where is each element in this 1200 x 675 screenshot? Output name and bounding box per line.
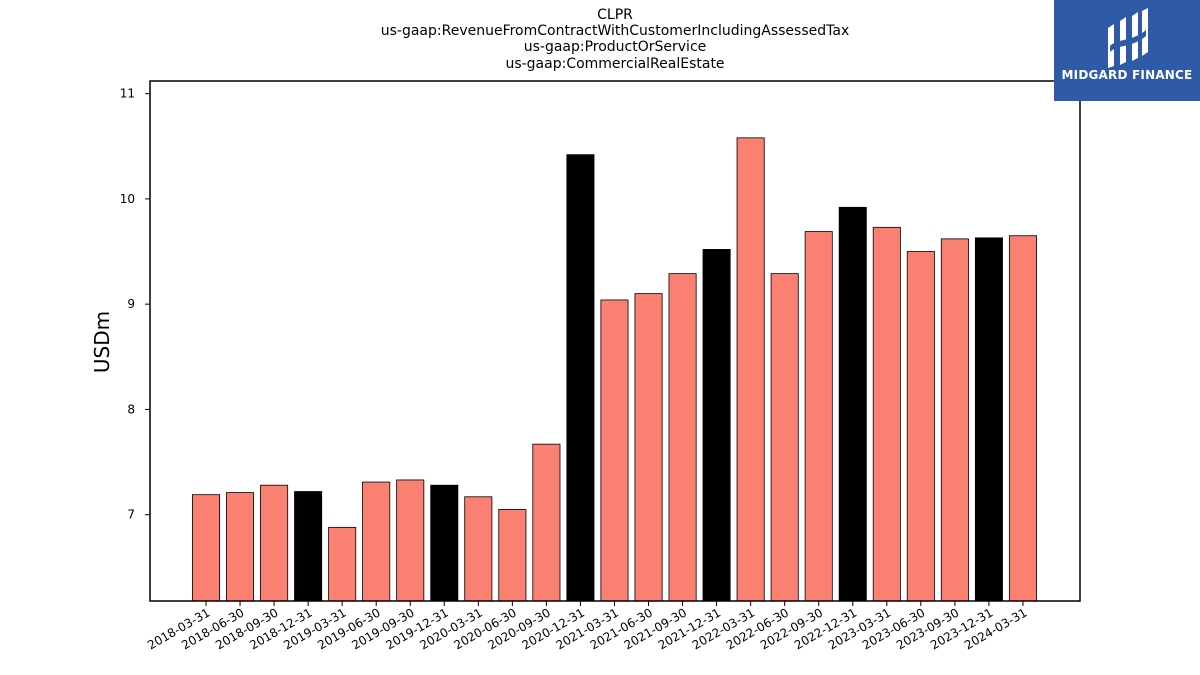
bars-group [191, 137, 1037, 602]
bar-2018-03-31 [191, 494, 220, 602]
brand-name: MIDGARD FINANCE [1061, 68, 1193, 82]
y-axis: 7 8 9 10 11 [120, 87, 150, 522]
x-axis: 2018-03-312018-06-302018-09-302018-12-31… [145, 601, 1029, 652]
plot-frame [149, 80, 1081, 602]
bar-2020-09-30 [532, 443, 561, 602]
y-tick-label: 9 [127, 297, 135, 311]
bar-2022-12-31 [838, 206, 867, 602]
bar-2021-06-30 [634, 293, 663, 602]
brand-logo: MIDGARD FINANCE [1054, 0, 1200, 101]
bar-2020-12-31 [566, 154, 595, 602]
y-tick-label: 11 [120, 87, 135, 101]
bar-2019-12-31 [430, 484, 459, 602]
bar-2023-09-30 [940, 238, 969, 602]
bar-2018-12-31 [294, 491, 323, 602]
chart-title-axis: us-gaap:ProductOrService [523, 39, 707, 55]
bar-2020-03-31 [464, 496, 493, 602]
midgard-logo-icon [1108, 8, 1148, 68]
bar-2019-06-30 [362, 481, 391, 602]
bar-2024-03-31 [1008, 235, 1037, 602]
bar-2023-12-31 [974, 237, 1003, 602]
bar-2020-06-30 [498, 509, 527, 602]
bar-2018-06-30 [226, 492, 255, 602]
bar-2022-06-30 [770, 273, 799, 602]
y-tick-label: 10 [120, 192, 135, 206]
bar-2023-06-30 [906, 251, 935, 602]
y-axis-label: USDm [90, 311, 114, 373]
bar-2022-03-31 [736, 137, 765, 602]
bar-2021-03-31 [600, 299, 629, 602]
y-tick-label: 8 [127, 402, 135, 416]
bar-2022-09-30 [804, 231, 833, 602]
bar-2021-09-30 [668, 273, 697, 602]
bar-2018-09-30 [260, 484, 289, 602]
chart-title-member: us-gaap:CommercialRealEstate [505, 56, 725, 72]
y-tick-label: 7 [127, 508, 135, 522]
chart-title-ticker: CLPR [597, 7, 633, 23]
bar-2023-03-31 [872, 226, 901, 602]
bar-2021-12-31 [702, 249, 731, 602]
chart-title-concept: us-gaap:RevenueFromContractWithCustomerI… [380, 23, 850, 39]
bar-2019-09-30 [396, 479, 425, 602]
bar-2019-03-31 [328, 526, 357, 602]
